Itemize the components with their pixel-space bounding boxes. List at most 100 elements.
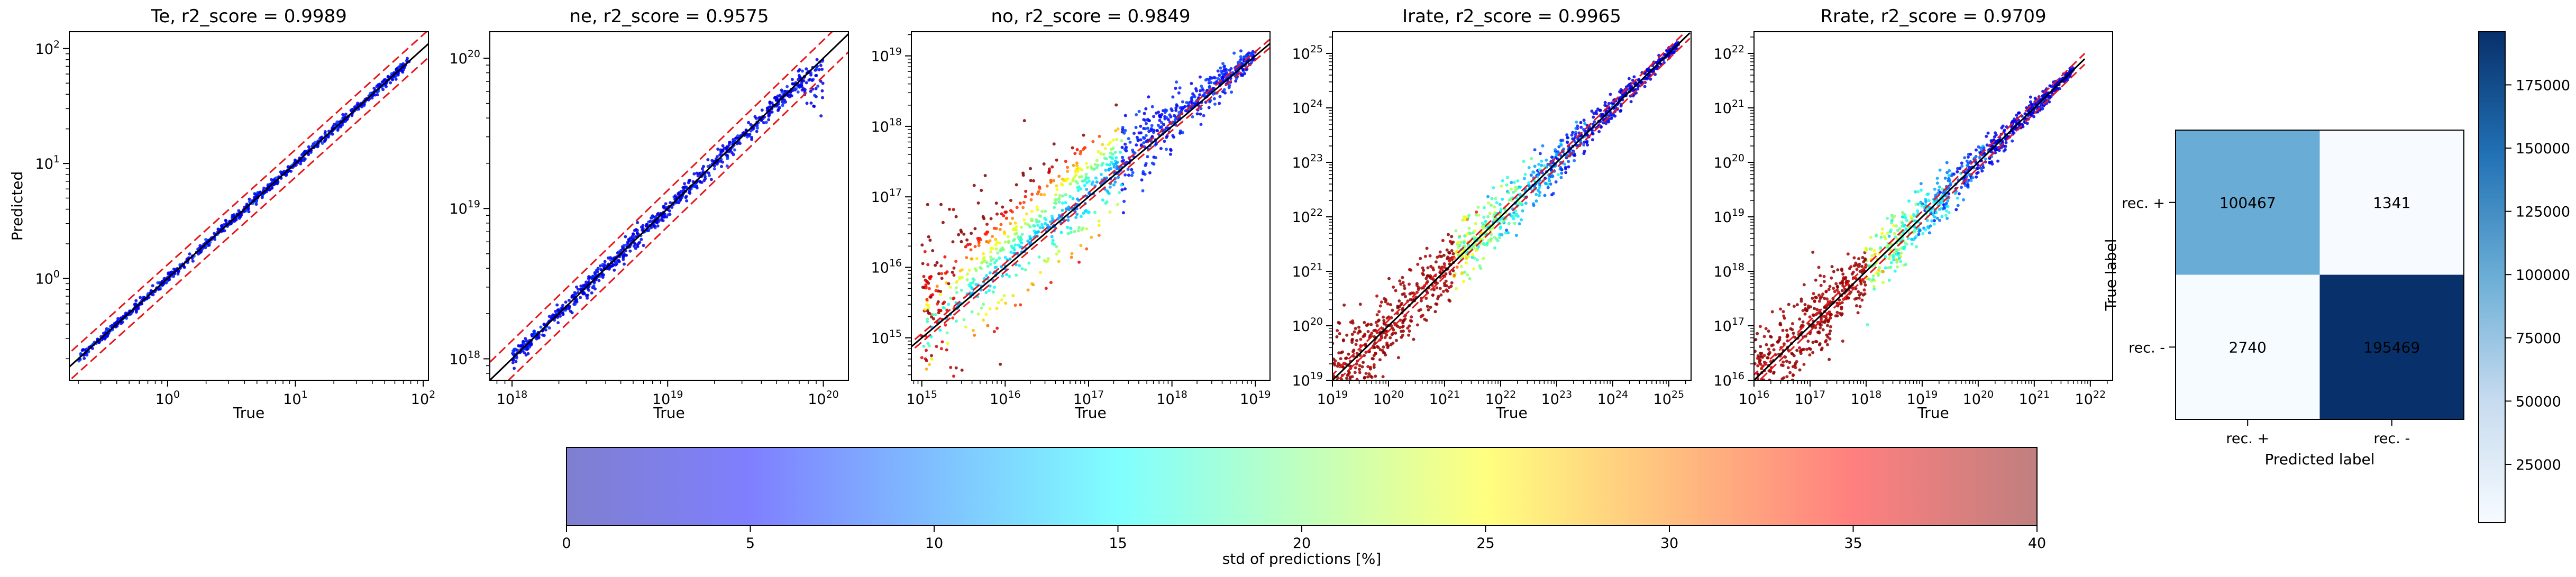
- scatter-point: [662, 205, 665, 208]
- scatter-point: [1053, 201, 1057, 205]
- x-tick-label: 1018: [497, 389, 528, 408]
- scatter-point: [1982, 146, 1986, 150]
- scatter-point: [1002, 230, 1006, 234]
- scatter-point: [1087, 179, 1091, 183]
- scatter-point: [931, 317, 935, 320]
- scatter-point: [666, 213, 670, 217]
- scatter-point: [1376, 346, 1380, 350]
- scatter-point: [1421, 266, 1424, 270]
- scatter-point: [1538, 152, 1542, 155]
- scatter-point: [692, 185, 696, 188]
- scatter-point: [511, 349, 515, 353]
- scatter-point: [1880, 232, 1884, 235]
- scatter-point: [1450, 235, 1454, 239]
- scatter-point: [1163, 140, 1166, 143]
- scatter-point: [1191, 102, 1194, 105]
- scatter-point: [718, 159, 722, 163]
- scatter-point: [1030, 209, 1034, 213]
- scatter-point: [1771, 396, 1775, 399]
- scatter-point: [1372, 365, 1376, 369]
- scatter-point: [988, 284, 992, 288]
- scatter-point: [1120, 130, 1124, 134]
- scatter-point: [1448, 251, 1451, 255]
- scatter-point: [1855, 268, 1859, 271]
- scatter-point: [1840, 289, 1844, 292]
- scatter-point: [994, 237, 998, 241]
- scatter-point: [1075, 148, 1079, 151]
- scatter-point: [1462, 241, 1466, 244]
- scatter-point: [1085, 188, 1089, 191]
- scatter-point: [958, 381, 961, 384]
- scatter-point: [1892, 258, 1896, 262]
- scatter-point: [1944, 202, 1948, 205]
- scatter-point: [1395, 338, 1398, 342]
- scatter-point: [1144, 127, 1147, 131]
- scatter-point: [1817, 294, 1821, 297]
- scatter-point: [1111, 138, 1115, 142]
- scatter-point: [1997, 149, 2001, 152]
- scatter-point: [1516, 179, 1520, 183]
- scatter-point: [1345, 333, 1349, 337]
- scatter-point: [929, 295, 933, 299]
- scatter-point: [1168, 113, 1172, 117]
- scatter-point: [1545, 158, 1548, 162]
- scatter-point: [1769, 335, 1772, 338]
- scatter-point: [1760, 355, 1764, 359]
- scatter-point: [1410, 315, 1413, 319]
- scatter-point: [1053, 243, 1056, 246]
- error-band-line: [1337, 38, 1691, 380]
- scatter-point: [820, 68, 824, 71]
- scatter-point: [389, 81, 392, 85]
- scatter-point: [815, 58, 819, 61]
- scatter-point: [958, 277, 962, 281]
- scatter-point: [1799, 352, 1803, 355]
- scatter-point: [1036, 231, 1039, 234]
- scatter-point: [1001, 246, 1004, 250]
- scatter-point: [1986, 131, 1990, 135]
- scatter-point: [1127, 173, 1130, 177]
- scatter-point: [622, 254, 626, 258]
- scatter-point: [1081, 148, 1085, 151]
- scatter-point: [1925, 218, 1929, 222]
- scatter-point: [1478, 264, 1482, 268]
- scatter-point: [586, 294, 590, 297]
- scatter-point: [1108, 210, 1112, 214]
- scatter-point: [1985, 134, 1988, 138]
- scatter-point: [970, 232, 973, 235]
- scatter-point: [991, 290, 995, 294]
- scatter-point: [954, 286, 958, 290]
- scatter-point: [1336, 329, 1339, 332]
- scatter-point: [1232, 51, 1236, 55]
- scatter-point: [511, 361, 515, 364]
- scatter-point: [1512, 217, 1515, 221]
- scatter-point: [1963, 156, 1967, 160]
- scatter-point: [1930, 219, 1934, 223]
- scatter-point: [1038, 271, 1042, 274]
- scatter-point: [1862, 288, 1866, 292]
- scatter-point: [1781, 364, 1785, 368]
- scatter-point: [805, 81, 808, 85]
- scatter-point: [601, 263, 605, 266]
- scatter-point: [1439, 293, 1443, 297]
- scatter-point: [988, 307, 992, 310]
- scatter-point: [1054, 193, 1058, 197]
- scatter-point: [1782, 376, 1786, 380]
- scatter-point: [979, 267, 983, 270]
- scatter-point: [924, 283, 928, 287]
- scatter-point: [1137, 109, 1141, 113]
- scatter-point: [1823, 297, 1826, 300]
- scatter-point: [1350, 393, 1353, 397]
- scatter-point: [980, 261, 983, 264]
- scatter-point: [1444, 279, 1448, 283]
- scatter-point: [1530, 157, 1533, 160]
- scatter-point: [702, 164, 705, 168]
- scatter-panel-4: 1019 1020 1021 1022 1023 1024 1025101910201021…: [1292, 6, 1692, 422]
- scatter-point: [1919, 188, 1923, 192]
- scatter-point: [570, 311, 574, 315]
- scatter-point: [1417, 286, 1420, 289]
- y-tick-label: 101: [35, 153, 60, 172]
- scatter-point: [1223, 72, 1227, 76]
- scatter-point: [1076, 229, 1080, 233]
- scatter-point: [1400, 335, 1403, 339]
- scatter-point: [1131, 171, 1135, 175]
